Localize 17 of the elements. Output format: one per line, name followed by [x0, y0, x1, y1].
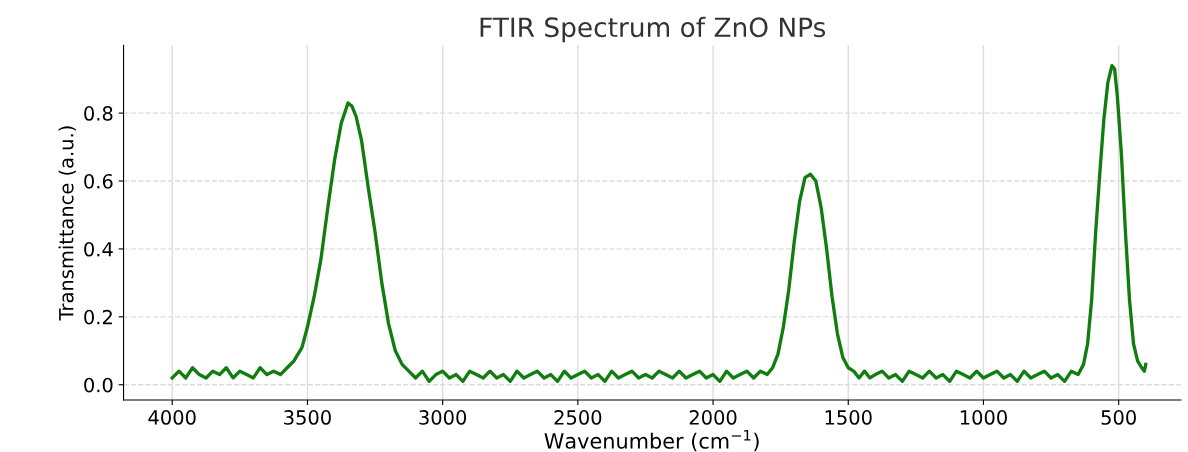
x-axis-title: Wavenumber (cm$^{−1}$)	[544, 429, 759, 452]
x-tick-label: 2500	[554, 410, 602, 425]
x-tick-label: 1000	[960, 410, 1007, 425]
line-series	[170, 63, 1148, 384]
x-tick-label: 4000	[148, 410, 196, 425]
x-tick-label: 1500	[825, 410, 872, 425]
y-tick-label: 0.2	[84, 309, 112, 325]
y-tick-label: 0.0	[84, 377, 113, 393]
y-tick-label: 0.8	[84, 106, 113, 121]
x-tick-label: 3500	[284, 410, 331, 425]
y-axis-title: Transmittance (a.u.)	[58, 126, 76, 321]
x-tick-label: 3000	[419, 410, 467, 425]
y-tick-label: 0.6	[84, 173, 113, 189]
x-tick-label: 500	[1101, 410, 1136, 425]
chart-title: FTIR Spectrum of ZnO NPs	[480, 16, 826, 43]
x-tick-label: 2000	[689, 410, 737, 425]
y-tick-label: 0.4	[84, 241, 113, 257]
